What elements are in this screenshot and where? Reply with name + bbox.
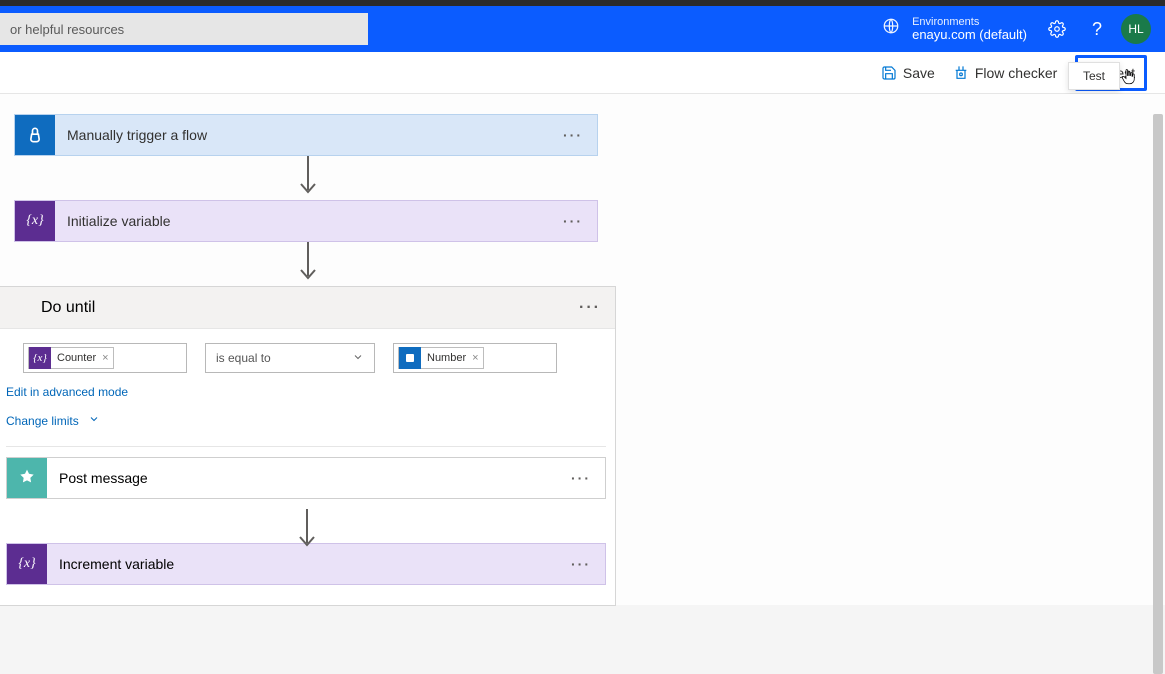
init-var-menu[interactable]: ···	[549, 213, 597, 229]
condition-left-input[interactable]: {x} Counter ×	[23, 343, 187, 373]
do-until-menu[interactable]: ···	[565, 299, 615, 317]
condition-operator-dropdown[interactable]: is equal to	[205, 343, 375, 373]
flow-toolbar: Save Flow checker Test	[0, 52, 1165, 94]
chevron-down-icon	[352, 351, 364, 366]
save-label: Save	[903, 65, 935, 81]
token-remove-icon[interactable]: ×	[102, 352, 112, 364]
increment-title: Increment variable	[47, 556, 557, 572]
condition-row: {x} Counter × is equal to Number ×	[0, 329, 615, 381]
flow-checker-button[interactable]: Flow checker	[953, 65, 1057, 81]
arrow-inner	[297, 509, 317, 553]
arrow-1	[298, 156, 318, 200]
do-until-container: Do until ··· {x} Counter × is equal to	[0, 286, 616, 606]
condition-right-input[interactable]: Number ×	[393, 343, 557, 373]
do-until-header[interactable]: Do until ···	[0, 287, 615, 329]
init-var-title: Initialize variable	[55, 213, 549, 229]
environment-name: enayu.com (default)	[912, 28, 1027, 42]
change-limits-label: Change limits	[6, 414, 79, 428]
chevron-down-icon	[88, 414, 100, 428]
token-counter[interactable]: {x} Counter ×	[28, 347, 114, 369]
save-button[interactable]: Save	[881, 65, 935, 81]
vertical-scrollbar[interactable]	[1151, 100, 1165, 605]
edit-advanced-label: Edit in advanced mode	[6, 385, 128, 399]
do-until-title: Do until	[33, 299, 565, 317]
trigger-menu[interactable]: ···	[549, 127, 597, 143]
test-tooltip: Test	[1068, 62, 1120, 90]
settings-icon[interactable]	[1037, 9, 1077, 49]
flow-canvas: Manually trigger a flow ··· {x} Initiali…	[0, 94, 1165, 605]
teams-icon	[7, 458, 47, 498]
increment-menu[interactable]: ···	[557, 556, 605, 572]
token-variable-icon: {x}	[29, 347, 51, 369]
user-avatar[interactable]: HL	[1121, 14, 1151, 44]
flow-checker-icon	[953, 65, 969, 81]
variable-icon: {x}	[15, 201, 55, 241]
arrow-2	[298, 242, 318, 286]
token-number-icon	[399, 347, 421, 369]
trigger-step[interactable]: Manually trigger a flow ···	[14, 114, 598, 156]
token-number-label: Number	[421, 352, 472, 364]
search-input[interactable]: or helpful resources	[0, 13, 368, 45]
variable-icon: {x}	[7, 544, 47, 584]
post-message-menu[interactable]: ···	[557, 470, 605, 486]
post-message-title: Post message	[47, 470, 557, 486]
initialize-variable-step[interactable]: {x} Initialize variable ···	[14, 200, 598, 242]
tooltip-text: Test	[1083, 69, 1105, 83]
avatar-initials: HL	[1128, 22, 1143, 36]
app-header: or helpful resources Environments enayu.…	[0, 6, 1165, 52]
edit-advanced-link[interactable]: Edit in advanced mode	[0, 381, 615, 405]
post-message-step[interactable]: Post message ···	[6, 457, 606, 499]
divider	[6, 446, 606, 447]
token-remove-icon[interactable]: ×	[472, 352, 482, 364]
token-counter-label: Counter	[51, 352, 102, 364]
flow-checker-label: Flow checker	[975, 65, 1057, 81]
help-icon[interactable]: ?	[1077, 9, 1117, 49]
operator-label: is equal to	[216, 351, 271, 365]
globe-icon	[882, 17, 900, 40]
trigger-title: Manually trigger a flow	[55, 127, 549, 143]
trigger-icon	[15, 115, 55, 155]
token-number[interactable]: Number ×	[398, 347, 484, 369]
environment-picker[interactable]: Environments enayu.com (default)	[882, 16, 1027, 42]
change-limits-link[interactable]: Change limits	[0, 405, 615, 440]
search-placeholder: or helpful resources	[10, 22, 124, 37]
save-icon	[881, 65, 897, 81]
scrollbar-thumb[interactable]	[1153, 114, 1163, 674]
environment-label: Environments	[912, 16, 1027, 28]
